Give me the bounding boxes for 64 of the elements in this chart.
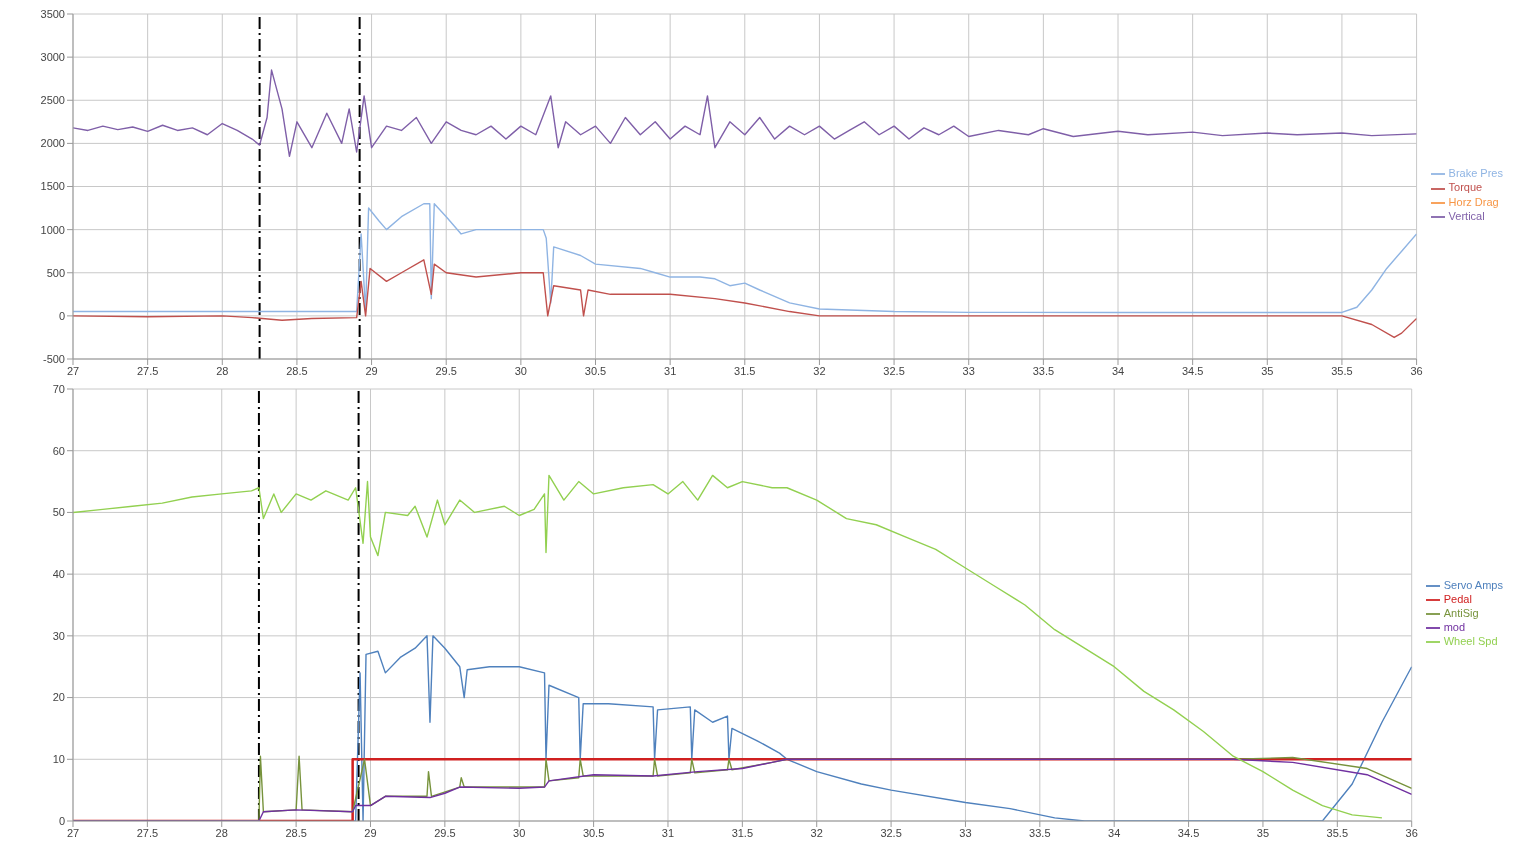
y-tick-label: 3000 [40, 51, 65, 64]
x-tick-label: 29.5 [435, 364, 457, 377]
y-tick-label: 3500 [40, 7, 65, 20]
x-tick-label: 29.5 [434, 826, 456, 839]
legend-label: AntiSig [1443, 606, 1479, 619]
x-tick-label: 31 [661, 826, 675, 839]
x-tick-label: 28.5 [285, 826, 307, 839]
y-tick-label: 1500 [40, 180, 65, 193]
x-tick-label: 27.5 [136, 826, 159, 839]
x-tick-label: 33 [962, 364, 975, 377]
y-tick-label: 60 [52, 444, 65, 457]
y-tick-label: 2500 [40, 94, 65, 107]
x-tick-label: 30 [513, 826, 526, 839]
x-tick-label: 29 [364, 826, 377, 839]
x-tick-label: 34 [1111, 364, 1125, 377]
x-tick-label: 31 [664, 364, 677, 377]
x-tick-label: 33.5 [1029, 826, 1051, 839]
x-tick-label: 34 [1108, 826, 1121, 839]
y-tick-label: 2000 [40, 137, 65, 150]
x-tick-label: 32.5 [883, 364, 905, 377]
x-tick-label: 27.5 [136, 364, 159, 377]
legend-label: mod [1443, 621, 1466, 634]
x-tick-label: 34.5 [1181, 364, 1204, 377]
y-tick-label: 30 [52, 629, 65, 642]
legend-label: Horz Drag [1448, 195, 1499, 208]
x-tick-label: 32 [813, 364, 826, 377]
x-tick-label: 34.5 [1177, 826, 1200, 839]
legend-label: Wheel Spd [1443, 635, 1498, 648]
legend-label: Pedal [1443, 592, 1472, 605]
y-tick-label: 1000 [40, 223, 65, 236]
x-tick-label: 32.5 [880, 826, 902, 839]
legend-label: Vertical [1448, 209, 1485, 222]
x-tick-label: 27 [66, 364, 80, 377]
x-tick-label: 29 [365, 364, 378, 377]
x-tick-label: 28.5 [286, 364, 308, 377]
y-tick-label: 70 [52, 382, 65, 395]
x-tick-label: 27 [66, 826, 80, 839]
x-tick-label: 32 [810, 826, 823, 839]
legend-label: Brake Pres [1448, 167, 1503, 180]
y-tick-label: 50 [52, 506, 65, 519]
legend-label: Servo Amps [1443, 578, 1503, 591]
x-tick-label: 33 [959, 826, 972, 839]
y-tick-label: 40 [52, 568, 65, 581]
y-tick-label: 20 [52, 691, 65, 704]
y-tick-label: 10 [52, 753, 65, 766]
x-tick-label: 30 [514, 364, 527, 377]
x-tick-label: 35.5 [1331, 364, 1353, 377]
x-tick-label: 36 [1410, 364, 1423, 377]
y-tick-label: 0 [58, 309, 65, 322]
x-tick-label: 35.5 [1326, 826, 1349, 839]
x-tick-label: 30.5 [584, 364, 607, 377]
x-tick-label: 28 [215, 826, 228, 839]
x-tick-label: 30.5 [582, 826, 605, 839]
x-tick-label: 31.5 [734, 364, 756, 377]
x-tick-label: 28 [216, 364, 229, 377]
x-tick-label: 35 [1256, 826, 1270, 839]
legend-label: Torque [1448, 181, 1483, 194]
y-tick-label: 0 [58, 814, 65, 827]
y-tick-label: -500 [42, 352, 65, 365]
x-tick-label: 35 [1261, 364, 1274, 377]
x-tick-label: 33.5 [1032, 364, 1055, 377]
x-tick-label: 36 [1405, 826, 1418, 839]
x-tick-label: 31.5 [731, 826, 754, 839]
y-tick-label: 500 [46, 266, 65, 279]
